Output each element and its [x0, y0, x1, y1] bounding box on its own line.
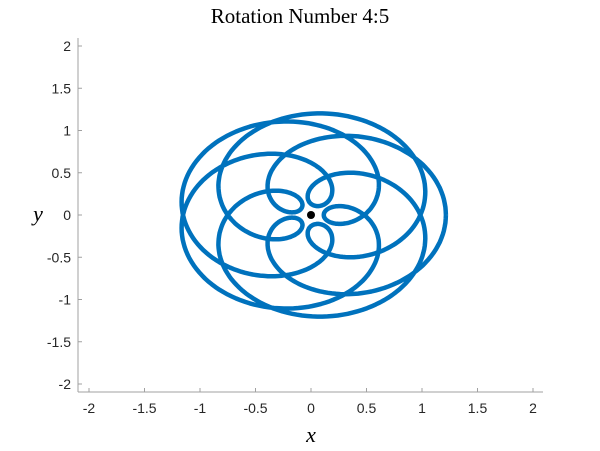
x-tick-label: -0.5	[243, 400, 267, 416]
x-tick-label: 0.5	[357, 400, 377, 416]
x-axis-label: x	[305, 422, 316, 447]
y-tick-label: -1	[59, 292, 72, 308]
y-tick-label: -2	[59, 376, 72, 392]
y-tick-label: 1.5	[52, 80, 72, 96]
x-tick-label: -2	[83, 400, 96, 416]
x-tick-label: -1.5	[132, 400, 156, 416]
y-tick-label: 0	[63, 207, 71, 223]
orbit-curve	[179, 111, 449, 319]
y-tick-label: 2	[63, 38, 71, 54]
x-tick-label: 1	[418, 400, 426, 416]
y-tick-label: 1	[63, 123, 71, 139]
y-tick-label: -0.5	[47, 249, 71, 265]
center-point	[307, 211, 315, 219]
x-tick-label: 1.5	[468, 400, 488, 416]
x-tick-label: 2	[529, 400, 537, 416]
y-axis-label: y	[31, 201, 43, 226]
axes: -2 -1.5 -1 -0.5 0 0.5 1 1.5 2 -2 -1.5 -1 -0.5 0 0.5 1 1.…	[47, 38, 543, 416]
y-tick-label: -1.5	[47, 334, 71, 350]
y-tick-label: 0.5	[52, 165, 72, 181]
x-tick-label: 0	[307, 400, 315, 416]
chart-title: Rotation Number 4:5	[210, 4, 390, 28]
x-tick-label: -1	[194, 400, 207, 416]
